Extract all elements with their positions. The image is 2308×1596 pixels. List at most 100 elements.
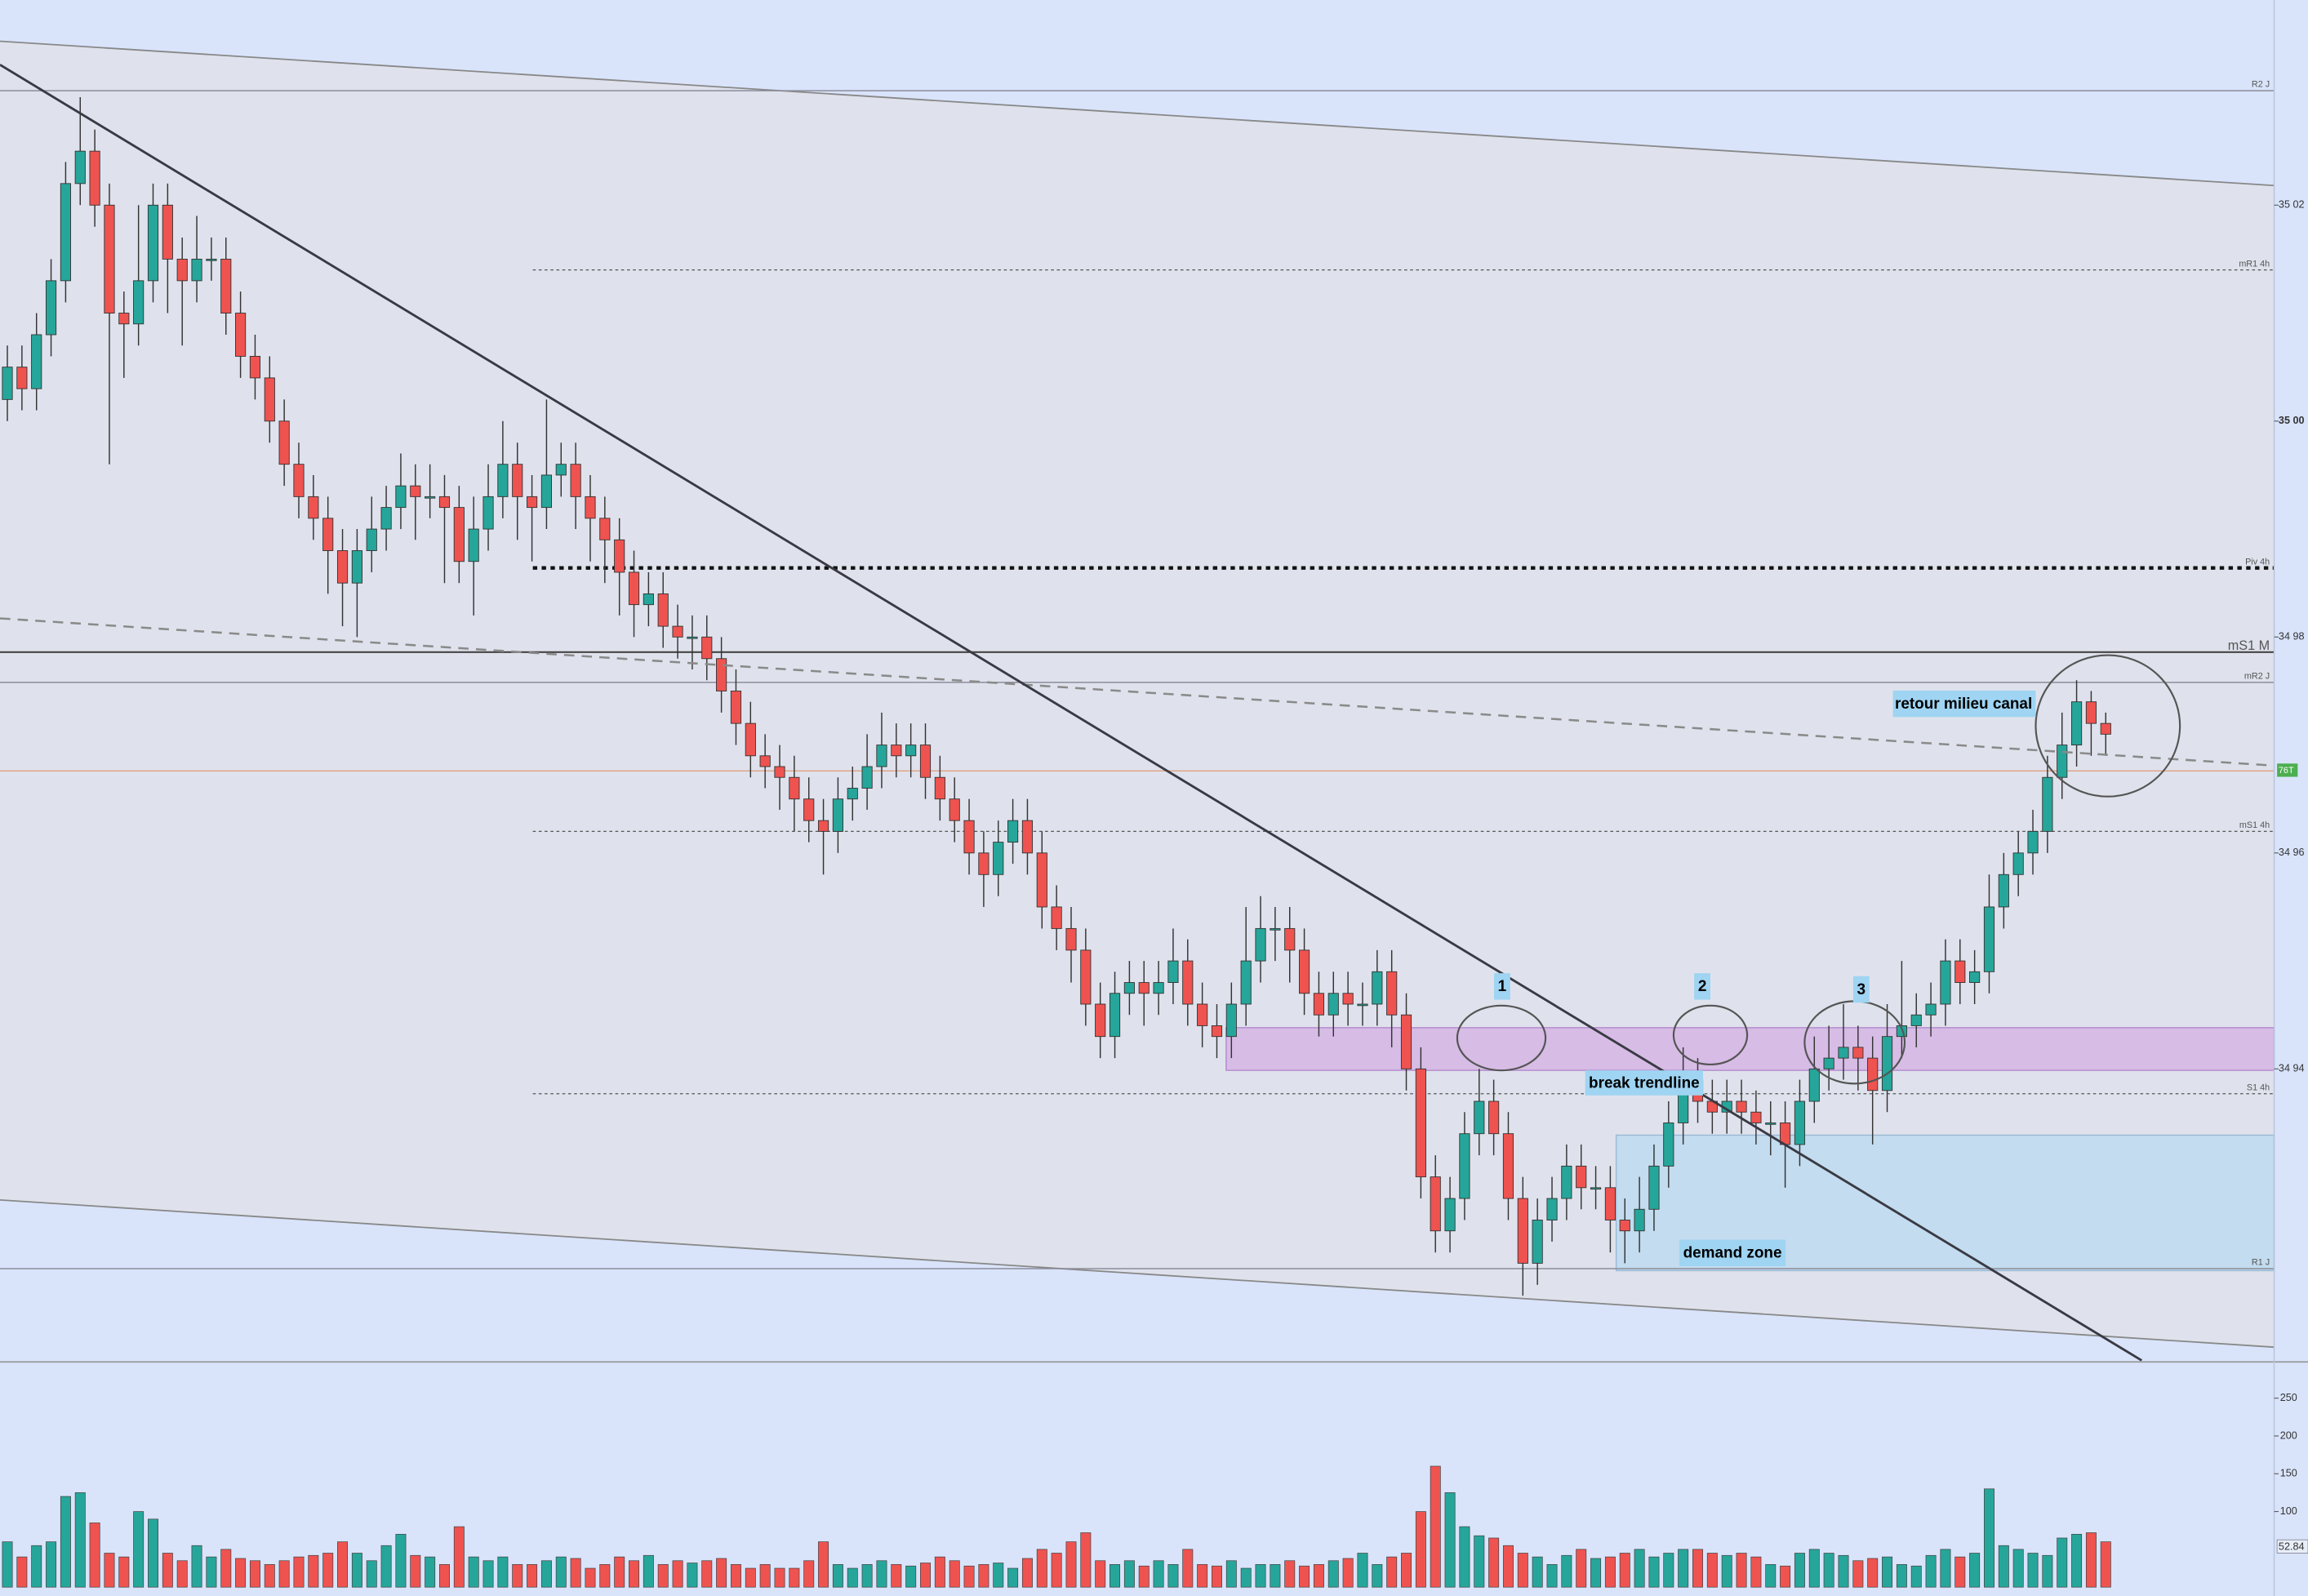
candle-body	[16, 367, 28, 389]
volume-bar	[1925, 1554, 1937, 1588]
price-tag-box	[2277, 763, 2298, 777]
candle-body	[1532, 1220, 1543, 1264]
volume-bar	[1197, 1564, 1208, 1588]
level-label: mS1 M	[2228, 638, 2270, 653]
price-axis: 35 02 35 00 34 98 34 96 34 94 76T	[2274, 199, 2305, 1074]
volume-bar	[220, 1549, 232, 1588]
volume-bar	[410, 1554, 421, 1588]
candle-body	[803, 798, 815, 821]
candle-body	[847, 788, 858, 800]
volume-bar	[1415, 1511, 1426, 1588]
candle-body	[1298, 949, 1310, 994]
candle-body	[425, 496, 436, 499]
annotation: 3	[1857, 981, 1866, 998]
volume-bar	[818, 1541, 829, 1588]
y-tick-label: 34 98	[2279, 631, 2305, 642]
volume-bar	[2042, 1554, 2053, 1588]
volume-bar	[425, 1556, 436, 1588]
volume-bar	[1327, 1560, 1339, 1588]
candle-body	[1590, 1187, 1602, 1190]
volume-bar	[1474, 1535, 1485, 1588]
candle-body	[993, 842, 1004, 875]
candle-body	[45, 280, 57, 336]
volume-bar	[1211, 1565, 1222, 1588]
volume-bar	[1867, 1558, 1879, 1588]
volume-bar	[1619, 1553, 1630, 1588]
volume-bar	[351, 1553, 362, 1588]
volume-bar	[453, 1526, 465, 1588]
candle-body	[905, 745, 917, 757]
candle-body	[483, 496, 494, 530]
volume-bar	[322, 1553, 334, 1588]
volume-bar	[1138, 1565, 1150, 1588]
volume-bar	[438, 1564, 450, 1588]
candle-body	[60, 183, 71, 282]
volume-bar	[249, 1560, 260, 1588]
candle-body	[1430, 1176, 1441, 1232]
volume-bar	[1736, 1553, 1747, 1588]
candle-body	[264, 377, 275, 422]
trendline	[0, 64, 2143, 1362]
volume-bar	[46, 1541, 57, 1588]
candle-body	[31, 334, 42, 389]
volume-bar	[1852, 1560, 1864, 1588]
volume-bar	[1401, 1553, 1412, 1588]
candle-body	[1619, 1220, 1630, 1232]
candle-body	[963, 820, 975, 854]
volume-bar	[920, 1563, 931, 1588]
volume-bar	[614, 1556, 625, 1588]
volume-bar	[1896, 1564, 1907, 1588]
candle-body	[1240, 960, 1252, 1005]
volume-bar	[1051, 1553, 1062, 1588]
volume-bar	[570, 1558, 581, 1588]
candle-body	[657, 593, 669, 627]
candle-body	[891, 745, 902, 757]
candle-body	[1576, 1165, 1587, 1189]
annotations: retour milieu canal 1 2 3 break trendlin…	[1493, 690, 2036, 1267]
volume-bar	[1940, 1549, 1951, 1588]
candle-body	[410, 485, 421, 497]
volume-bar	[687, 1563, 698, 1588]
candle-body	[1153, 982, 1164, 994]
candle-body	[2085, 701, 2097, 724]
candle-body	[614, 539, 625, 573]
annotation: 1	[1498, 978, 1507, 995]
volume-bar	[847, 1567, 858, 1588]
volume-bar	[2057, 1537, 2068, 1588]
candle-body	[1925, 1003, 1937, 1016]
volume-bar	[599, 1564, 611, 1588]
volume-bar	[1357, 1553, 1368, 1588]
level-label: R1 J	[2252, 1258, 2270, 1268]
candle-body	[1881, 1036, 1893, 1091]
volume-bar	[1517, 1553, 1528, 1588]
volume-bar	[1969, 1553, 1981, 1588]
candle-body	[322, 518, 334, 551]
volume-bar	[1576, 1549, 1587, 1588]
volume-bar	[891, 1564, 902, 1588]
candle-body	[1517, 1198, 1528, 1264]
volume-bar	[1299, 1565, 1310, 1588]
candle-body	[1838, 1047, 1849, 1059]
candle-body	[1969, 971, 1981, 983]
label-box	[1852, 976, 1870, 1003]
volume-bar	[512, 1564, 523, 1588]
candle-body	[1444, 1198, 1456, 1232]
volume-bar	[1007, 1567, 1019, 1588]
candle-body	[1663, 1123, 1674, 1167]
volume-bar	[483, 1560, 494, 1588]
label-box	[1493, 973, 1510, 1000]
volume-bar	[1532, 1556, 1543, 1588]
candle-body	[1357, 1003, 1368, 1007]
candle-body	[1400, 1014, 1412, 1069]
candle-body	[1780, 1123, 1791, 1145]
candle-body	[628, 571, 640, 606]
volume-bar	[540, 1560, 552, 1588]
candle-body	[701, 636, 713, 660]
candle-body	[249, 355, 261, 379]
candle-body	[672, 625, 683, 638]
y-tick-label: 34 96	[2279, 847, 2305, 858]
volume-tick-label: 200	[2280, 1429, 2297, 1441]
candle-body	[1794, 1100, 1806, 1145]
candle-body	[774, 766, 785, 778]
